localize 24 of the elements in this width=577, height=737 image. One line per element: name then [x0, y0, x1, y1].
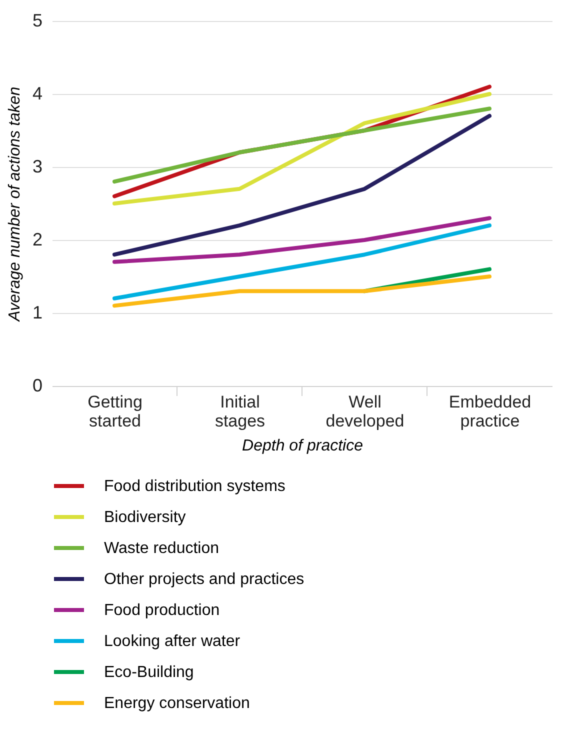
- legend-label: Waste reduction: [104, 540, 220, 557]
- y-tick-label: 5: [32, 10, 42, 30]
- x-tick-label: Well developed: [326, 392, 404, 430]
- legend-label: Food distribution systems: [104, 478, 286, 495]
- y-tick-label: 4: [32, 84, 42, 104]
- y-axis-title: Average number of actions taken: [6, 86, 24, 322]
- legend-label: Food production: [104, 602, 220, 619]
- y-tick-label: 3: [32, 156, 42, 176]
- x-tick-label: Getting started: [88, 392, 142, 430]
- legend-label: Other projects and practices: [104, 571, 304, 588]
- y-tick-label: 0: [32, 376, 42, 396]
- y-tick-label: 1: [32, 302, 42, 322]
- line-series: [112, 216, 492, 264]
- legend-label: Biodiversity: [104, 509, 186, 526]
- y-tick-label: 2: [32, 230, 42, 250]
- x-tick-label: Embedded practice: [448, 392, 532, 430]
- x-tick-label: Initial stages: [214, 392, 266, 430]
- line-series: [112, 223, 492, 300]
- legend-label: Energy conservation: [104, 695, 250, 712]
- legend-label: Looking after water: [104, 633, 241, 650]
- line-series: [112, 106, 492, 184]
- x-axis-title: Depth of practice: [242, 438, 364, 454]
- line-series: [112, 114, 492, 257]
- legend-label: Eco-Building: [104, 664, 194, 681]
